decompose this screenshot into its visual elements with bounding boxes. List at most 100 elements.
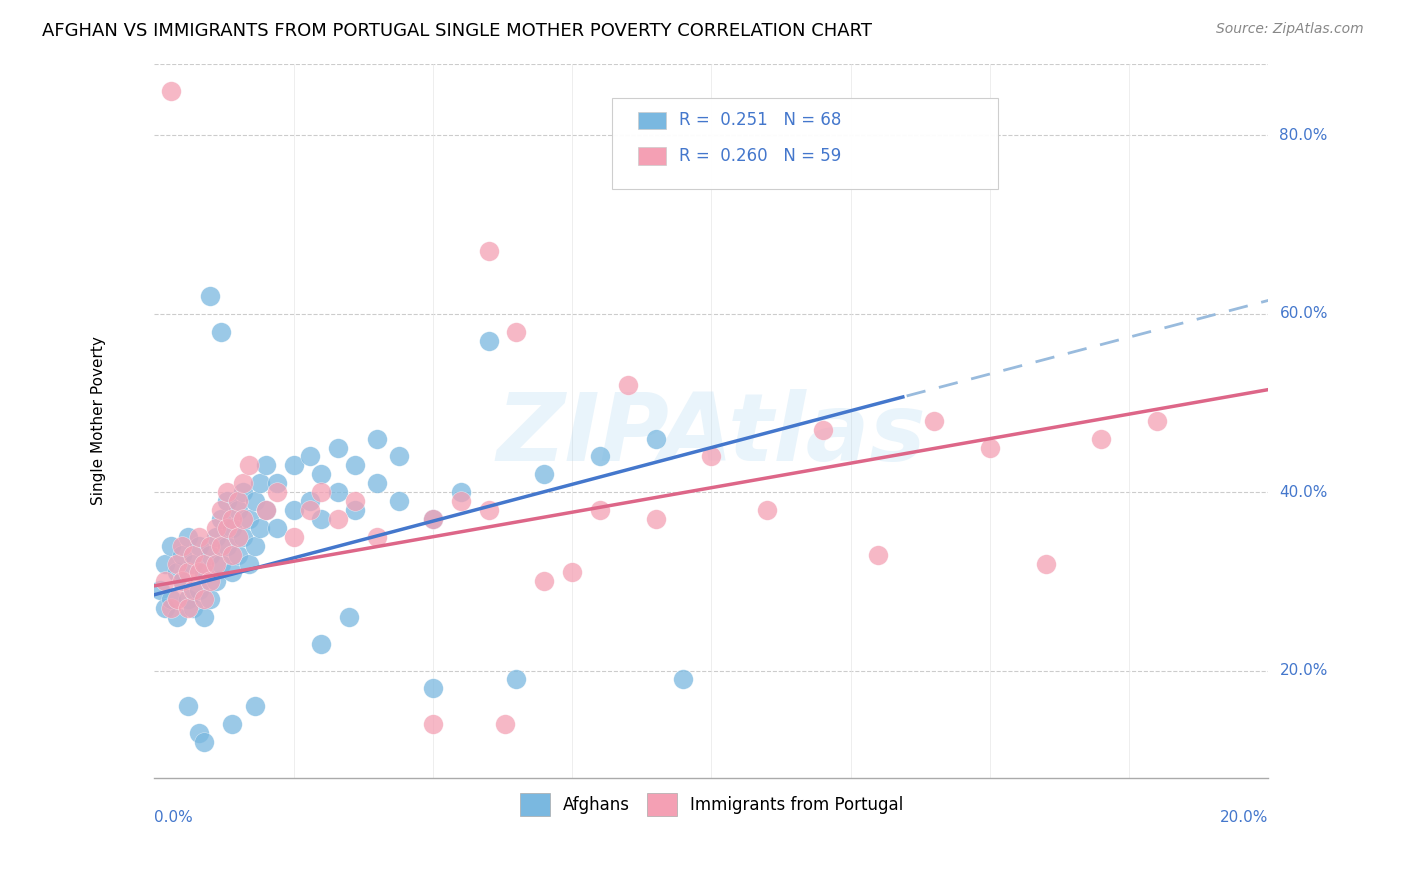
Text: 60.0%: 60.0% — [1279, 306, 1329, 321]
Point — [366, 476, 388, 491]
Point — [311, 485, 333, 500]
Point — [204, 557, 226, 571]
Point — [1090, 432, 1112, 446]
Point — [198, 592, 221, 607]
Point — [561, 566, 583, 580]
Point — [155, 601, 177, 615]
Text: 20.0%: 20.0% — [1220, 810, 1268, 825]
Point — [181, 548, 204, 562]
Point — [1035, 557, 1057, 571]
Point — [193, 735, 215, 749]
Point — [172, 574, 194, 589]
Point — [177, 699, 200, 714]
Point — [155, 574, 177, 589]
Point — [266, 485, 288, 500]
Point — [215, 494, 238, 508]
Point — [243, 494, 266, 508]
Point — [198, 539, 221, 553]
Point — [221, 717, 243, 731]
Point — [337, 610, 360, 624]
Point — [226, 494, 249, 508]
Text: AFGHAN VS IMMIGRANTS FROM PORTUGAL SINGLE MOTHER POVERTY CORRELATION CHART: AFGHAN VS IMMIGRANTS FROM PORTUGAL SINGL… — [42, 22, 872, 40]
Point — [209, 325, 232, 339]
Point — [388, 450, 411, 464]
Point — [160, 539, 183, 553]
Point — [198, 548, 221, 562]
Point — [477, 334, 499, 348]
Point — [283, 458, 305, 473]
Point — [326, 512, 349, 526]
Point — [422, 512, 444, 526]
Point — [366, 432, 388, 446]
Point — [299, 450, 322, 464]
Point — [215, 521, 238, 535]
Point — [254, 503, 277, 517]
Point — [672, 673, 695, 687]
Point — [979, 441, 1001, 455]
Point — [299, 494, 322, 508]
Point — [198, 574, 221, 589]
Point — [266, 476, 288, 491]
Point — [209, 539, 232, 553]
Point — [868, 548, 890, 562]
Point — [160, 601, 183, 615]
Text: 20.0%: 20.0% — [1279, 663, 1327, 678]
Point — [238, 458, 260, 473]
Text: Source: ZipAtlas.com: Source: ZipAtlas.com — [1216, 22, 1364, 37]
Point — [422, 717, 444, 731]
Point — [232, 512, 254, 526]
Point — [266, 521, 288, 535]
Point — [177, 592, 200, 607]
Point — [238, 512, 260, 526]
Point — [187, 583, 209, 598]
Point — [644, 432, 666, 446]
Point — [422, 512, 444, 526]
Point — [326, 441, 349, 455]
Text: ZIPAtlas: ZIPAtlas — [496, 389, 927, 481]
Point — [366, 530, 388, 544]
Point — [177, 530, 200, 544]
Point — [343, 503, 366, 517]
Point — [505, 673, 527, 687]
Point — [299, 503, 322, 517]
Point — [181, 557, 204, 571]
Text: R =  0.251   N = 68: R = 0.251 N = 68 — [679, 112, 841, 129]
Point — [477, 244, 499, 259]
Point — [283, 530, 305, 544]
Text: 0.0%: 0.0% — [155, 810, 193, 825]
Point — [204, 521, 226, 535]
Point — [326, 485, 349, 500]
Point — [1146, 414, 1168, 428]
Point — [533, 574, 555, 589]
Point — [166, 566, 188, 580]
Point — [505, 325, 527, 339]
Legend: Afghans, Immigrants from Portugal: Afghans, Immigrants from Portugal — [513, 786, 910, 822]
Point — [181, 583, 204, 598]
Point — [172, 574, 194, 589]
Point — [494, 717, 516, 731]
Point — [215, 539, 238, 553]
Point — [243, 699, 266, 714]
Point — [226, 530, 249, 544]
Point — [254, 458, 277, 473]
Point — [589, 450, 612, 464]
Point — [172, 539, 194, 553]
Point — [644, 512, 666, 526]
Point — [811, 423, 834, 437]
Point — [311, 637, 333, 651]
Point — [166, 592, 188, 607]
Point — [209, 512, 232, 526]
Point — [589, 503, 612, 517]
Point — [193, 592, 215, 607]
Point — [221, 521, 243, 535]
Point — [700, 450, 723, 464]
Point — [160, 592, 183, 607]
Point — [204, 530, 226, 544]
Point — [181, 601, 204, 615]
Point — [232, 485, 254, 500]
Point — [204, 574, 226, 589]
Point — [311, 467, 333, 482]
Point — [221, 548, 243, 562]
Point — [215, 485, 238, 500]
Point — [232, 530, 254, 544]
